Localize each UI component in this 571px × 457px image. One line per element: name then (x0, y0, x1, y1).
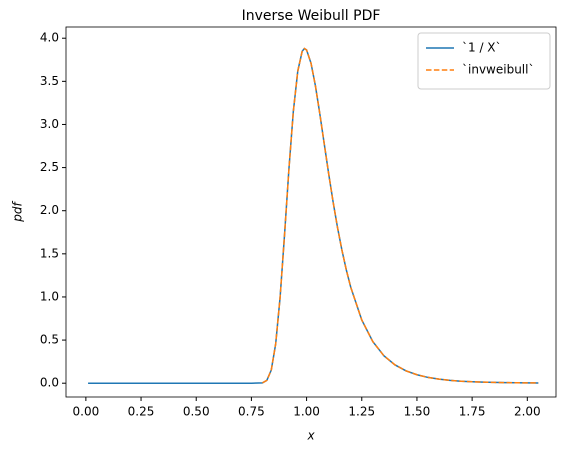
x-tick-label: 2.00 (514, 405, 541, 419)
chart-title: Inverse Weibull PDF (242, 8, 381, 24)
legend-label: `1 / X` (462, 41, 502, 55)
y-tick-label: 3.0 (40, 117, 59, 131)
x-tick-label: 0.00 (73, 405, 100, 419)
x-tick-label: 1.25 (348, 405, 375, 419)
y-tick-label: 1.5 (40, 246, 59, 260)
x-tick-label: 0.75 (238, 405, 265, 419)
y-tick-label: 2.0 (40, 203, 59, 217)
x-tick-label: 1.75 (459, 405, 486, 419)
y-tick-label: 4.0 (40, 31, 59, 45)
legend-label: `invweibull` (462, 63, 534, 77)
y-tick-label: 0.5 (40, 333, 59, 347)
y-tick-label: 3.5 (40, 74, 59, 88)
y-axis-label: pdf (11, 201, 25, 223)
y-tick-label: 1.0 (40, 289, 59, 303)
plot-frame (65, 26, 557, 398)
data-line (88, 47, 539, 384)
x-tick-label: 1.00 (293, 405, 320, 419)
y-tick-label: 2.5 (40, 160, 59, 174)
data-line (262, 47, 539, 384)
x-tick-label: 0.50 (183, 405, 210, 419)
x-tick-label: 1.50 (404, 405, 431, 419)
x-axis-label: x (306, 429, 315, 443)
x-tick-label: 0.25 (128, 405, 155, 419)
legend-box (417, 32, 551, 90)
y-tick-label: 0.0 (40, 376, 59, 390)
